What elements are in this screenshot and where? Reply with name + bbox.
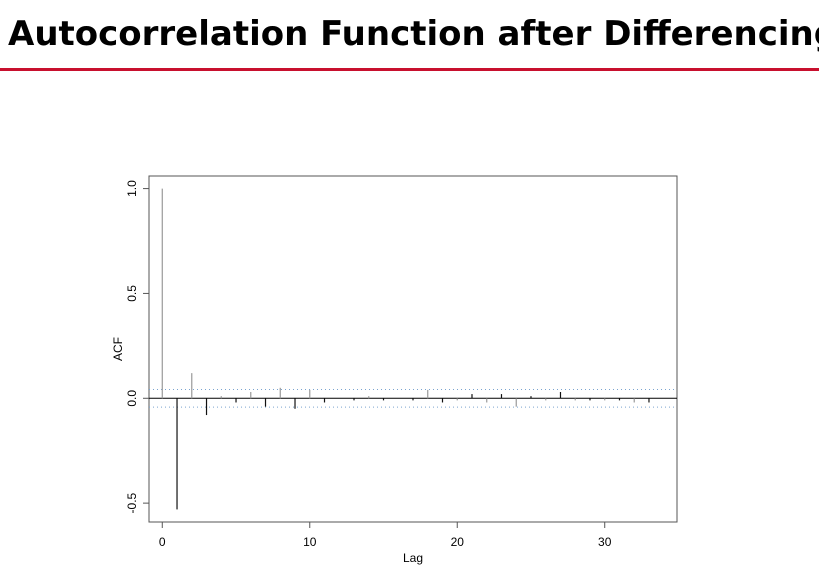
y-axis: -0.5 0.0 0.5 1.0 [125, 180, 150, 513]
y-tick-label: 0.5 [125, 285, 139, 302]
plot-frame [148, 175, 678, 523]
acf-bars [161, 188, 650, 510]
x-axis: 0 10 20 30 [159, 521, 612, 549]
y-tick-label: 0.0 [125, 390, 139, 407]
slide-title: Autocorrelation Function after Differenc… [8, 14, 819, 54]
x-axis-label: Lag [403, 551, 423, 565]
x-tick-label: 30 [598, 535, 612, 549]
x-tick-label: 10 [303, 535, 317, 549]
title-underline [0, 68, 819, 71]
x-tick-label: 0 [159, 535, 166, 549]
y-tick-label: 1.0 [125, 180, 139, 197]
y-axis-label: ACF [111, 337, 125, 361]
x-tick-label: 20 [451, 535, 465, 549]
y-tick-label: -0.5 [125, 492, 139, 513]
confidence-bands [149, 388, 677, 408]
